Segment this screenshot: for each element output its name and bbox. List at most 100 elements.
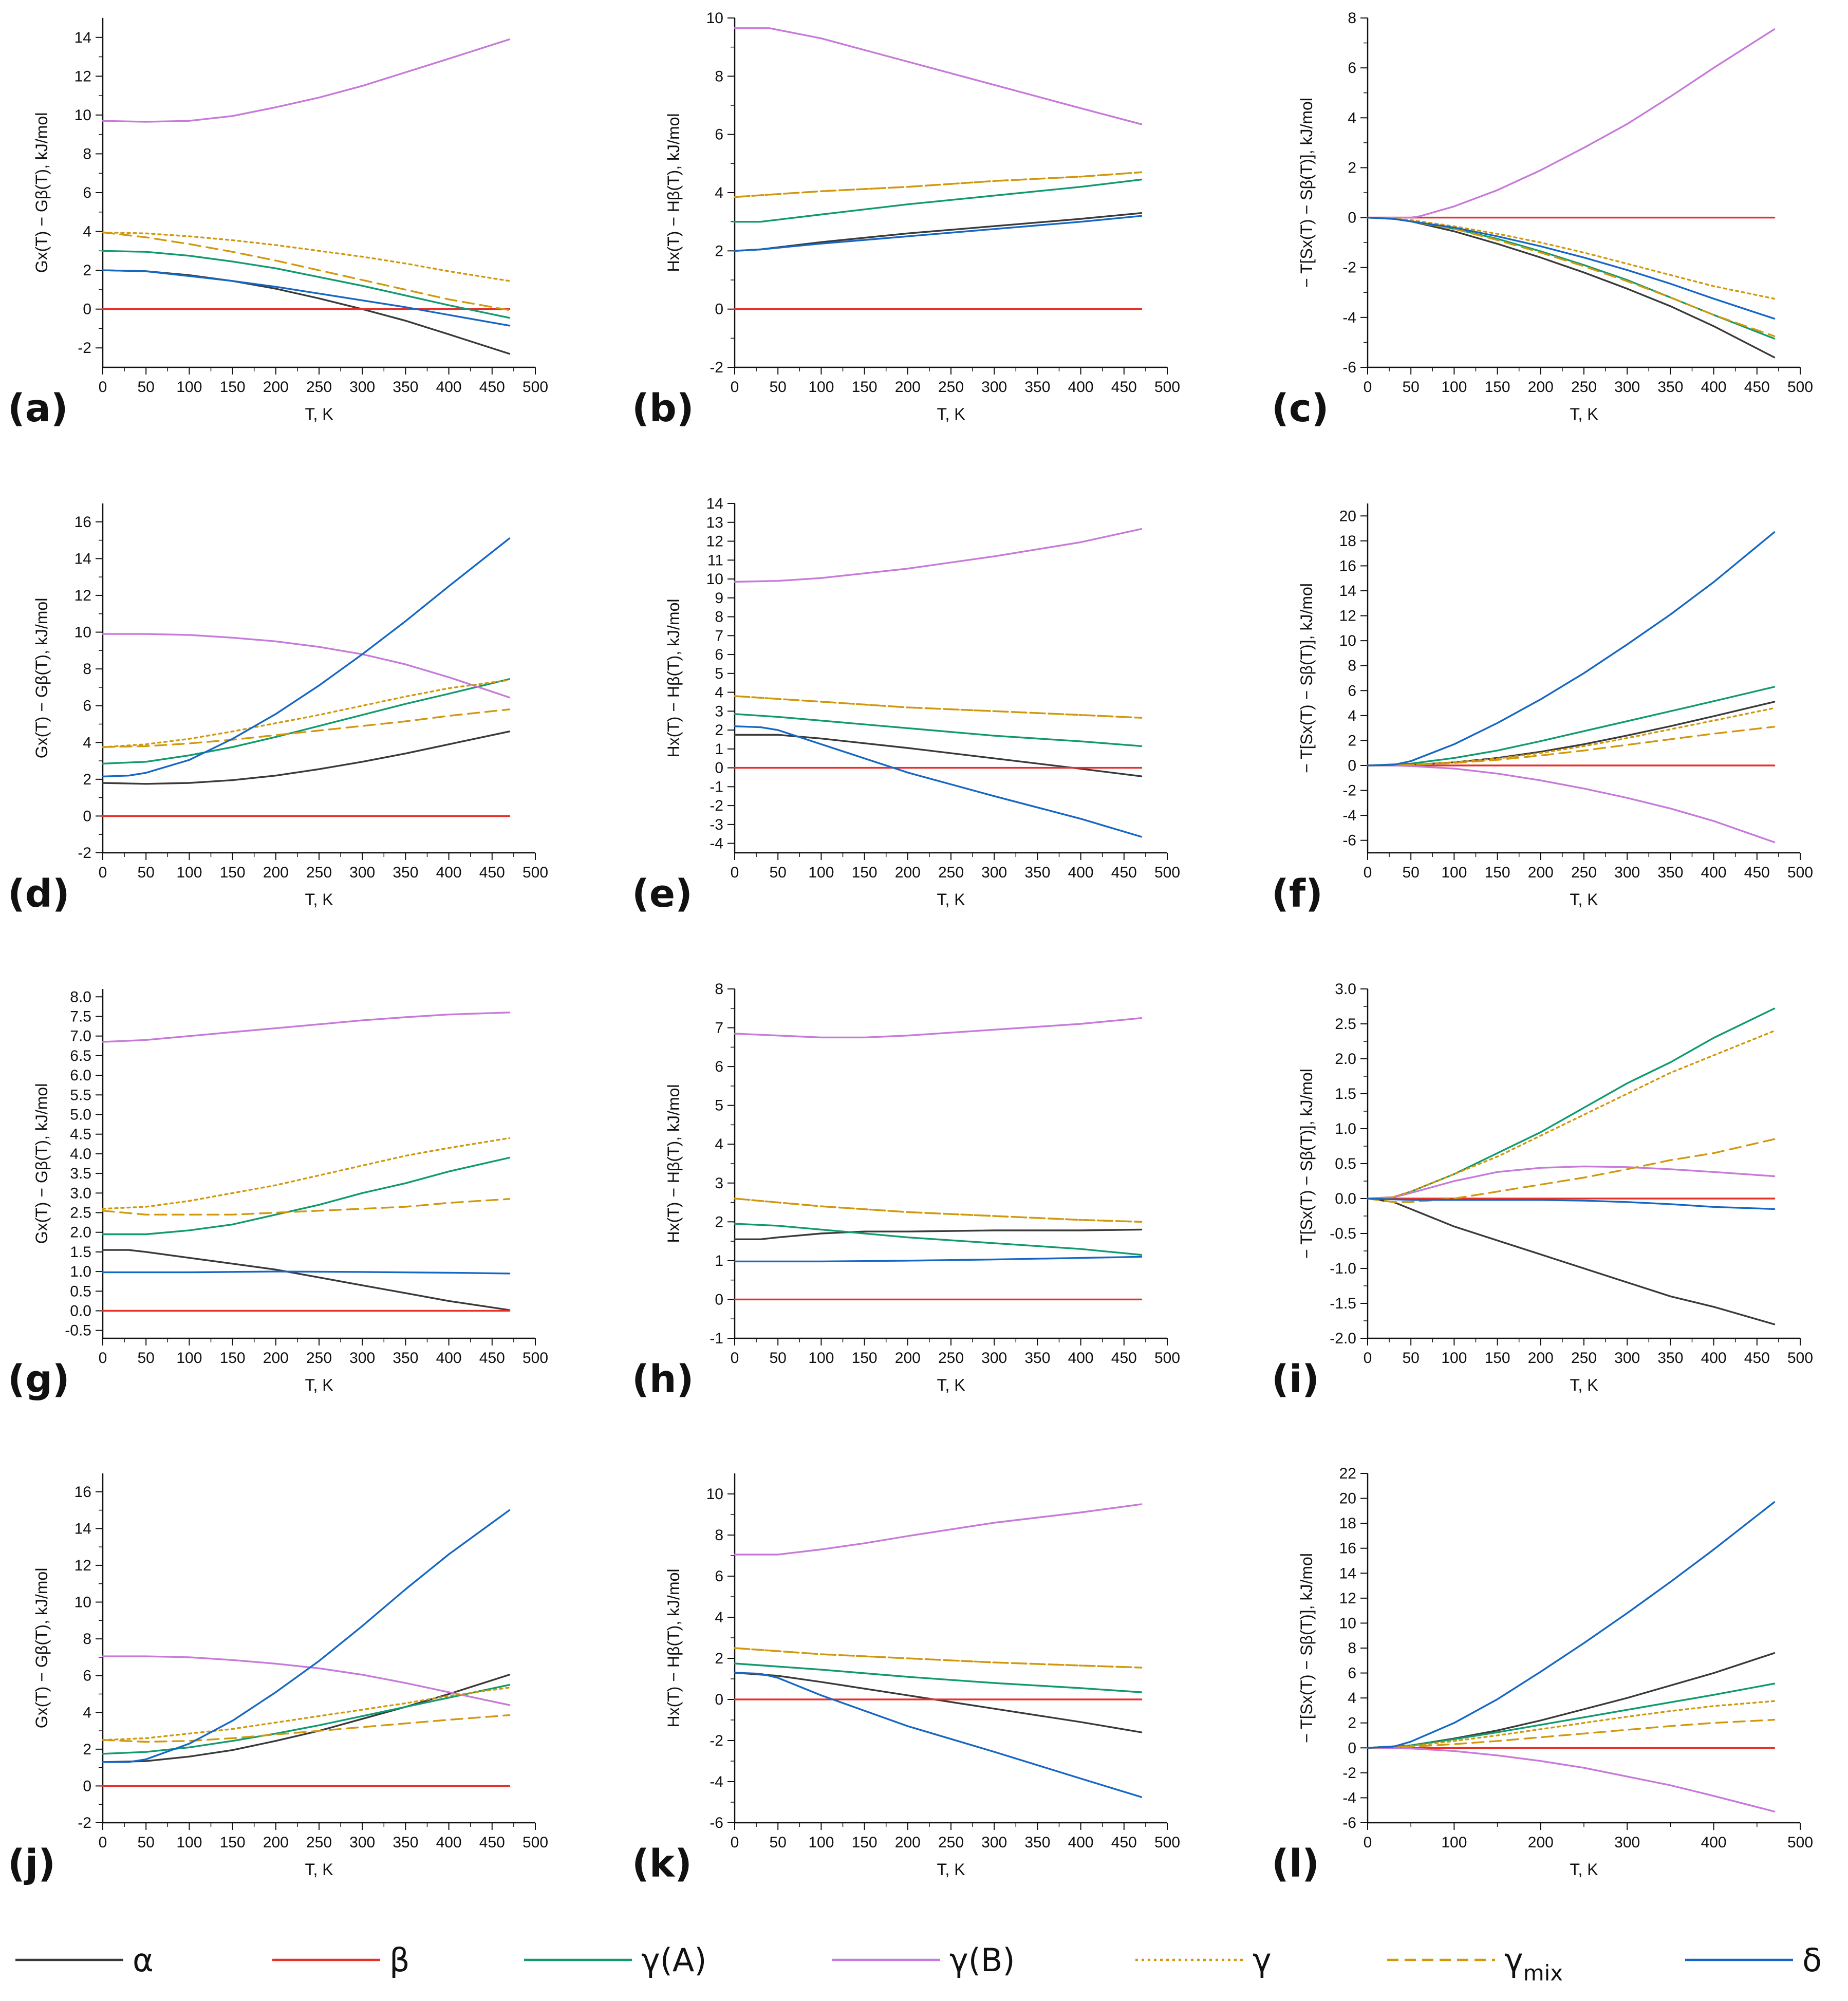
- chart-panel-e: 0 50 100 150 200 250 300 350 400 450 500-4-3-2-101…: [632, 495, 1180, 916]
- chart-panel-f: 0 50 100 150 200 250 300 350 400 450 500 -6 -4 -2 0 2 4 6…: [1272, 503, 1813, 916]
- series-line-gammamix: [102, 1198, 511, 1216]
- y-tick-label: -1: [710, 778, 723, 795]
- y-tick-label: -2: [1342, 782, 1356, 799]
- panel-label: (a): [8, 386, 68, 431]
- series-line-delta: [102, 537, 511, 778]
- y-tick-label: 7: [715, 1020, 723, 1037]
- x-tick-label: 450: [1111, 1834, 1137, 1851]
- y-tick-label: 4: [1348, 1690, 1356, 1707]
- panel-label: (f): [1272, 872, 1323, 916]
- panel-label: (g): [8, 1357, 70, 1401]
- y-tick-label: 6: [1348, 682, 1356, 699]
- y-tick-label: 12: [1339, 1590, 1356, 1607]
- y-tick-label: 2.0: [1335, 1051, 1356, 1068]
- legend-label-gammaA: γ(A): [641, 1941, 706, 1979]
- x-tick-label: 350: [1024, 1834, 1050, 1851]
- x-axis-label: T, K: [305, 890, 333, 909]
- y-tick-label: 6: [715, 126, 723, 143]
- x-tick-label: 500: [1154, 864, 1180, 881]
- x-tick-label: 450: [1111, 864, 1137, 881]
- y-tick-label: 6: [83, 184, 91, 201]
- y-tick-label: -2: [78, 1815, 91, 1831]
- y-tick-label: 8: [1348, 658, 1356, 675]
- x-tick-label: 0: [731, 1834, 739, 1851]
- x-tick-label: 200: [895, 1834, 921, 1851]
- x-tick-label: 250: [1571, 1350, 1597, 1367]
- y-tick-label: -1.0: [1330, 1260, 1356, 1277]
- y-axis-label: − T[Sx(T) − Sβ(T)], kJ/mol: [1297, 98, 1316, 288]
- series-line-delta: [102, 1509, 511, 1763]
- y-tick-label: 5.0: [70, 1106, 91, 1123]
- x-tick-label: 350: [1657, 379, 1683, 396]
- series-line-gammamix: [734, 171, 1143, 198]
- y-tick-label: 6.5: [70, 1048, 91, 1064]
- x-tick-label: 100: [176, 864, 202, 881]
- y-tick-label: 8.0: [70, 988, 91, 1005]
- x-tick-label: 450: [1744, 1350, 1770, 1367]
- series-line-gammaB: [1367, 1165, 1776, 1200]
- x-axis-label: T, K: [305, 1860, 333, 1879]
- x-axis-label: T, K: [305, 1376, 333, 1394]
- x-tick-label: 50: [770, 1350, 787, 1367]
- x-tick-label: 400: [1701, 1834, 1727, 1851]
- series-line-delta: [1367, 216, 1776, 320]
- y-tick-label: 14: [74, 29, 91, 46]
- y-axis-label: − T[Sx(T) − Sβ(T)], kJ/mol: [1297, 1553, 1316, 1743]
- y-tick-label: 22: [1339, 1465, 1356, 1482]
- y-tick-label: -4: [1342, 1789, 1356, 1806]
- series-line-gammamix: [102, 1714, 511, 1743]
- y-tick-label: 6.0: [70, 1067, 91, 1084]
- x-tick-label: 500: [1787, 1834, 1813, 1851]
- x-tick-label: 100: [176, 1350, 202, 1367]
- legend-label-delta: δ: [1802, 1941, 1822, 1979]
- y-tick-label: -6: [710, 1815, 723, 1831]
- y-tick-label: -1.5: [1330, 1295, 1356, 1312]
- y-tick-label: 1.0: [70, 1263, 91, 1280]
- x-tick-label: 300: [981, 379, 1007, 396]
- y-tick-label: 4: [83, 223, 91, 240]
- x-axis-label: T, K: [1570, 890, 1598, 909]
- x-tick-label: 350: [393, 1350, 418, 1367]
- panel-label: (h): [632, 1357, 694, 1401]
- x-tick-label: 500: [1787, 379, 1813, 396]
- y-tick-label: 1: [715, 741, 723, 758]
- y-tick-label: 4: [83, 1704, 91, 1721]
- series-line-gamma: [734, 1647, 1143, 1669]
- series-line-gammamix: [734, 695, 1143, 719]
- x-tick-label: 350: [1024, 379, 1050, 396]
- series-line-delta: [734, 215, 1143, 252]
- x-tick-label: 500: [522, 864, 548, 881]
- series-line-delta: [102, 269, 511, 327]
- x-tick-label: 0: [99, 864, 107, 881]
- x-tick-label: 100: [808, 1834, 834, 1851]
- x-tick-label: 200: [1528, 379, 1554, 396]
- x-tick-label: 300: [349, 864, 375, 881]
- x-tick-label: 400: [1701, 1350, 1727, 1367]
- y-tick-label: 3.0: [70, 1185, 91, 1202]
- y-tick-label: -2: [1342, 1765, 1356, 1782]
- x-tick-label: 350: [393, 1834, 418, 1851]
- x-tick-label: 400: [1068, 864, 1094, 881]
- chart-panel-k: 0 50 100 150 200 250 300 350 400 450 500 -6 -4 -2 0 2 4 6…: [632, 1473, 1180, 1886]
- y-tick-label: 2: [715, 1650, 723, 1667]
- y-tick-label: 10: [74, 624, 91, 641]
- x-tick-label: 300: [1614, 1350, 1640, 1367]
- x-tick-label: 450: [1111, 379, 1137, 396]
- series-line-delta: [1367, 1501, 1776, 1749]
- y-tick-label: 3.5: [70, 1165, 91, 1182]
- x-tick-label: 100: [176, 1834, 202, 1851]
- x-tick-label: 450: [1111, 1350, 1137, 1367]
- series-line-alpha: [102, 731, 511, 785]
- series-line-delta: [734, 725, 1143, 838]
- y-tick-label: 14: [706, 495, 723, 512]
- y-tick-label: 0: [715, 301, 723, 318]
- x-tick-label: 300: [349, 379, 375, 396]
- y-tick-label: 0.0: [70, 1303, 91, 1320]
- series-line-gammaB: [1367, 1747, 1776, 1812]
- y-tick-label: 9: [715, 590, 723, 607]
- x-tick-label: 400: [436, 1350, 462, 1367]
- series-line-gammaA: [1367, 216, 1776, 340]
- y-tick-label: -6: [1342, 832, 1356, 849]
- y-tick-label: 10: [74, 1594, 91, 1611]
- x-tick-label: 150: [852, 1834, 878, 1851]
